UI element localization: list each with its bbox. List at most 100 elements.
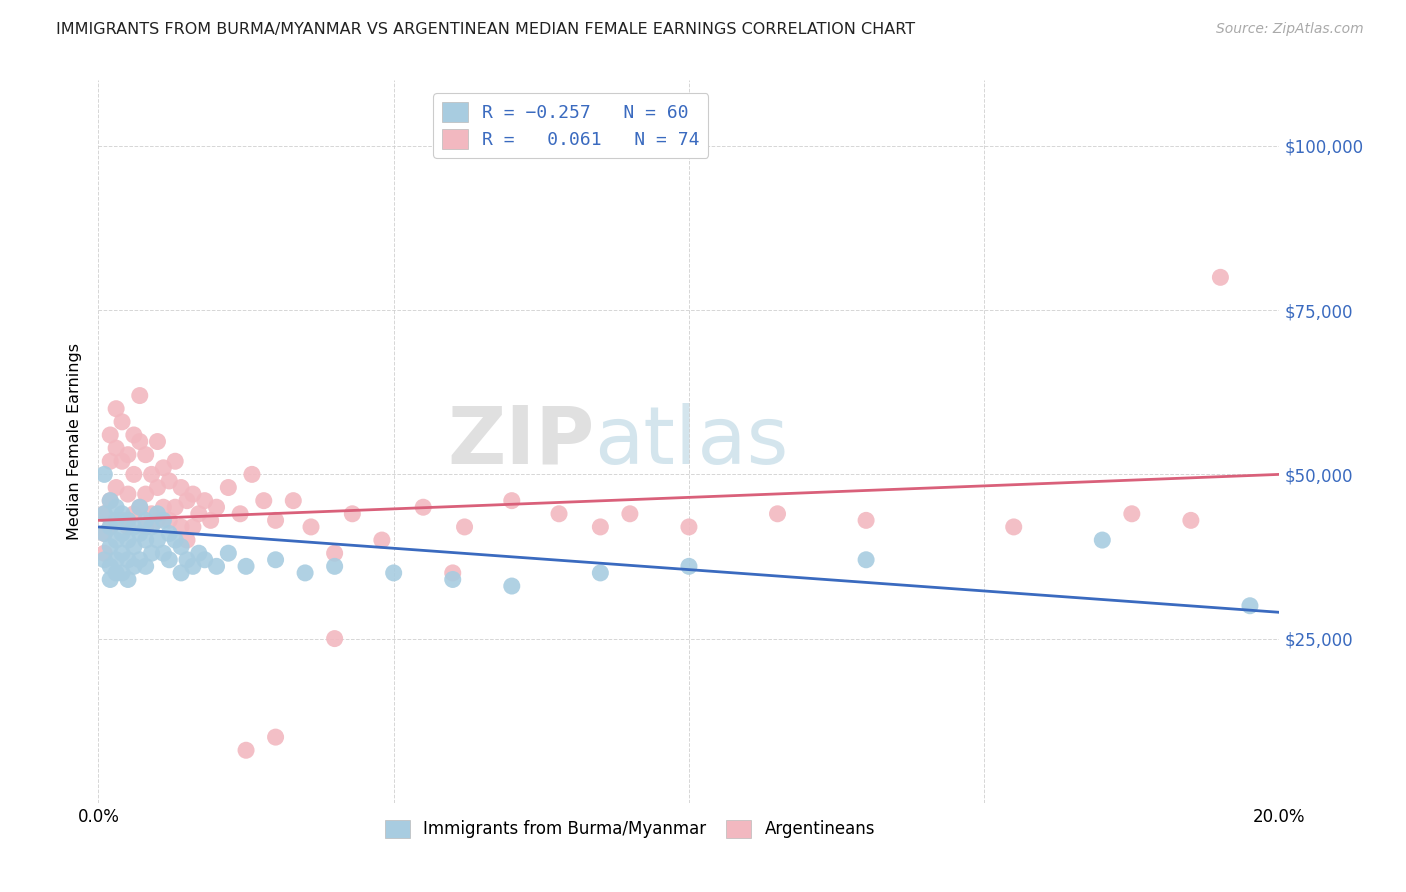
Point (117, 573, 139, 587)
Point (205, 500, 228, 515)
Point (283, 493, 305, 508)
Point (122, 507, 145, 521)
Point (111, 566, 134, 580)
Point (117, 448, 139, 462)
Point (453, 520, 475, 534)
Point (205, 559, 228, 574)
Point (146, 513, 169, 527)
Point (93, 546, 115, 560)
Point (194, 553, 217, 567)
Text: Source: ZipAtlas.com: Source: ZipAtlas.com (1216, 22, 1364, 37)
Point (105, 513, 128, 527)
Point (146, 481, 169, 495)
Point (152, 546, 174, 560)
Point (501, 493, 523, 508)
Point (128, 434, 150, 449)
Point (111, 415, 134, 429)
Point (135, 487, 157, 501)
Point (128, 500, 150, 515)
Point (98, 540, 121, 554)
Point (128, 526, 150, 541)
Point (441, 573, 464, 587)
Point (176, 553, 198, 567)
Point (157, 474, 180, 488)
Point (98, 520, 121, 534)
Point (855, 553, 877, 567)
Point (187, 507, 209, 521)
Point (141, 520, 163, 534)
Point (122, 428, 145, 442)
Point (135, 448, 157, 462)
Point (105, 553, 128, 567)
Point (253, 493, 276, 508)
Point (323, 546, 346, 560)
Point (181, 487, 204, 501)
Point (98, 520, 121, 534)
Point (165, 500, 187, 515)
Point (371, 533, 394, 547)
Point (235, 743, 257, 757)
Point (1091, 533, 1114, 547)
Point (619, 507, 641, 521)
Point (165, 454, 187, 468)
Point (678, 520, 700, 534)
Point (117, 520, 139, 534)
Point (235, 559, 257, 574)
Point (855, 513, 877, 527)
Point (122, 559, 145, 574)
Point (382, 566, 405, 580)
Point (135, 513, 157, 527)
Point (157, 553, 180, 567)
Point (111, 513, 134, 527)
Point (1239, 599, 1261, 613)
Point (176, 533, 198, 547)
Point (264, 553, 287, 567)
Point (111, 454, 134, 468)
Point (117, 533, 139, 547)
Point (141, 546, 163, 560)
Point (105, 441, 128, 455)
Point (187, 546, 209, 560)
Legend: Immigrants from Burma/Myanmar, Argentineans: Immigrants from Burma/Myanmar, Argentine… (378, 813, 882, 845)
Point (170, 540, 193, 554)
Point (217, 481, 239, 495)
Point (93, 507, 115, 521)
Point (105, 401, 128, 416)
Point (152, 500, 174, 515)
Text: atlas: atlas (595, 402, 789, 481)
Point (766, 507, 789, 521)
Point (98, 493, 121, 508)
Point (1209, 270, 1232, 285)
Point (98, 559, 121, 574)
Y-axis label: Median Female Earnings: Median Female Earnings (67, 343, 83, 540)
Point (98, 493, 121, 508)
Point (194, 493, 217, 508)
Point (217, 546, 239, 560)
Point (441, 566, 464, 580)
Point (152, 460, 174, 475)
Point (111, 546, 134, 560)
Point (146, 533, 169, 547)
Point (117, 487, 139, 501)
Point (176, 493, 198, 508)
Point (200, 513, 222, 527)
Point (589, 566, 612, 580)
Point (105, 513, 128, 527)
Point (135, 520, 157, 534)
Point (122, 540, 145, 554)
Point (170, 520, 193, 534)
Point (299, 520, 322, 534)
Point (93, 526, 115, 541)
Point (105, 481, 128, 495)
Point (589, 520, 612, 534)
Point (128, 553, 150, 567)
Point (105, 566, 128, 580)
Point (170, 566, 193, 580)
Point (181, 520, 204, 534)
Point (122, 467, 145, 482)
Point (264, 513, 287, 527)
Point (229, 507, 252, 521)
Point (501, 579, 523, 593)
Text: IMMIGRANTS FROM BURMA/MYANMAR VS ARGENTINEAN MEDIAN FEMALE EARNINGS CORRELATION : IMMIGRANTS FROM BURMA/MYANMAR VS ARGENTI… (56, 22, 915, 37)
Point (93, 467, 115, 482)
